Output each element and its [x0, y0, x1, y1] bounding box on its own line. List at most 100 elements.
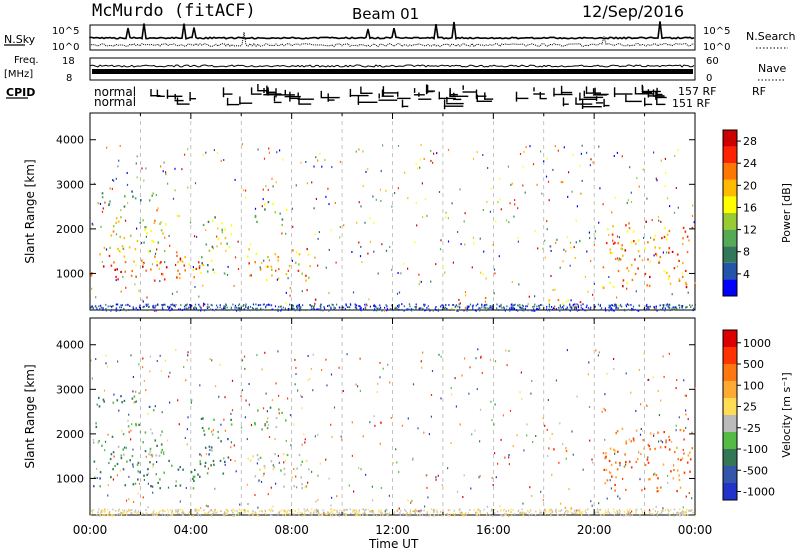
- noise-cell: [683, 438, 685, 441]
- ground-cell: [453, 304, 455, 306]
- echo-cell: [691, 431, 693, 434]
- echo-cell: [208, 427, 210, 430]
- ground-cell: [282, 306, 284, 309]
- noise-cell: [535, 435, 537, 437]
- ground-cell: [171, 308, 173, 311]
- ground-cell: [182, 510, 184, 513]
- echo-cell: [635, 429, 638, 432]
- ground-cell: [355, 307, 357, 309]
- noise-cell: [635, 290, 637, 293]
- cpid-stroke: [397, 97, 411, 100]
- ground-cell: [444, 306, 447, 309]
- ground-cell: [683, 511, 685, 514]
- noise-cell: [387, 363, 389, 366]
- ground-cell: [232, 515, 234, 517]
- noise-cell: [451, 307, 453, 310]
- ground-cell: [117, 513, 119, 515]
- x-tick-label: 12:00: [375, 523, 410, 537]
- ground-cell: [452, 513, 454, 515]
- echo-cell: [144, 226, 146, 229]
- echo-cell: [679, 486, 682, 489]
- noise-cell: [381, 243, 383, 246]
- noise-cell: [589, 164, 591, 167]
- ground-cell: [150, 512, 152, 515]
- noise-cell: [485, 277, 487, 280]
- noise-cell: [336, 495, 338, 498]
- ground-cell: [284, 510, 286, 513]
- echo-cell: [151, 485, 154, 488]
- noise-cell: [505, 349, 507, 352]
- noise-cell: [545, 175, 548, 178]
- ground-cell: [503, 307, 505, 310]
- noise-cell: [115, 279, 117, 282]
- noise-cell: [546, 228, 548, 231]
- noise-cell: [479, 408, 482, 411]
- noise-cell: [142, 366, 144, 369]
- ground-cell: [299, 307, 302, 310]
- ground-cell: [581, 512, 583, 515]
- echo-cell: [617, 450, 619, 453]
- ground-cell: [293, 308, 295, 311]
- ground-cell: [298, 305, 300, 308]
- echo-cell: [197, 261, 200, 264]
- noise-cell: [493, 423, 495, 426]
- noise-cell: [653, 307, 656, 310]
- ground-cell: [211, 304, 213, 307]
- cpid-stroke: [533, 87, 535, 92]
- ground-cell: [334, 509, 336, 511]
- ground-cell: [415, 303, 417, 306]
- ground-cell: [102, 309, 104, 311]
- echo-cell: [204, 465, 206, 468]
- ground-cell: [182, 513, 184, 516]
- ground-cell: [358, 509, 360, 512]
- ground-cell: [215, 512, 217, 514]
- ground-cell: [517, 309, 519, 312]
- ground-cell: [673, 306, 675, 309]
- echo-cell: [689, 458, 692, 461]
- ground-cell: [255, 303, 257, 306]
- ground-cell: [185, 304, 187, 307]
- ground-cell: [98, 305, 100, 308]
- ground-cell: [98, 514, 100, 517]
- ground-cell: [349, 309, 351, 311]
- ground-cell: [406, 512, 408, 515]
- ground-cell: [397, 305, 399, 307]
- noise-cell: [152, 491, 154, 494]
- echo-cell: [686, 251, 689, 254]
- colorbar-tick-label: 100: [743, 379, 764, 392]
- noise-cell: [154, 219, 156, 222]
- noise-cell: [220, 159, 222, 162]
- ground-cell: [297, 508, 300, 511]
- echo-cell: [649, 275, 651, 279]
- noise-cell: [673, 211, 676, 214]
- noise-cell: [470, 487, 472, 490]
- ground-cell: [200, 307, 202, 309]
- cpid-stroke: [239, 96, 241, 105]
- echo-cell: [602, 286, 605, 289]
- ground-cell: [380, 308, 382, 311]
- echo-cell: [210, 446, 213, 449]
- ground-cell: [384, 306, 386, 309]
- echo-cell: [254, 215, 257, 219]
- noise-cell: [317, 237, 319, 240]
- noise-cell: [116, 474, 118, 477]
- echo-cell: [122, 433, 125, 436]
- noise-cell: [331, 496, 333, 499]
- echo-cell: [620, 247, 623, 250]
- cpid-stroke: [553, 93, 573, 96]
- echo-cell: [120, 270, 122, 274]
- echo-cell: [112, 401, 115, 404]
- ground-cell: [396, 307, 398, 310]
- noise-cell: [141, 167, 143, 170]
- ground-cell: [322, 509, 324, 512]
- echo-cell: [269, 406, 272, 409]
- freq-strip-frame: [89, 57, 696, 81]
- noise-cell: [372, 499, 374, 502]
- noise-cell: [471, 266, 473, 269]
- ground-cell: [349, 303, 352, 306]
- ground-cell: [319, 305, 321, 307]
- noise-cell: [586, 250, 588, 253]
- noise-cell: [152, 465, 154, 468]
- echo-cell: [230, 423, 233, 426]
- noise-cell: [304, 438, 306, 441]
